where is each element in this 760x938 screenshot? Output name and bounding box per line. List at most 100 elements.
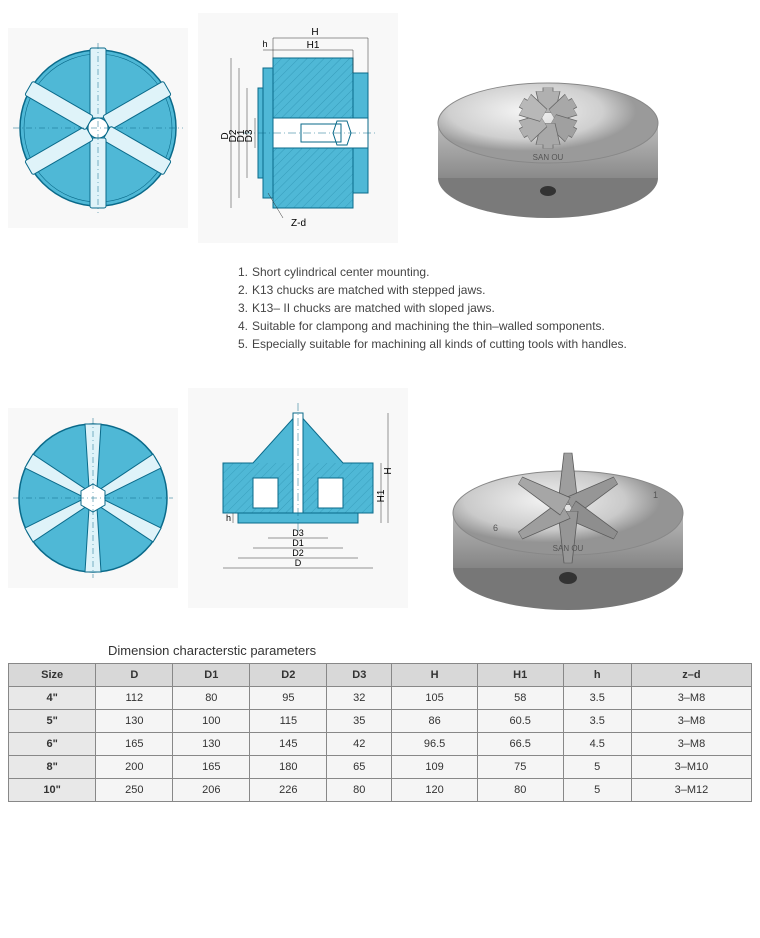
table-cell: 250 xyxy=(96,779,173,802)
table-row: 10"250206226801208053–M12 xyxy=(9,779,752,802)
table-cell: 95 xyxy=(250,687,327,710)
front-view-sloped-svg xyxy=(13,418,173,578)
table-title: Dimension characterstic parameters xyxy=(108,643,752,658)
table-cell: 5 xyxy=(563,779,631,802)
table-header-cell: D1 xyxy=(173,664,250,687)
table-header-cell: H1 xyxy=(477,664,563,687)
dim-H1: H1 xyxy=(307,40,320,51)
feature-5-text: Especially suitable for machining all ki… xyxy=(252,335,627,353)
parameters-table: SizeDD1D2D3HH1hz–d 4"112809532105583.53–… xyxy=(8,663,752,802)
table-cell: 100 xyxy=(173,710,250,733)
dim-h: h xyxy=(262,39,267,49)
dim-D1-2: D1 xyxy=(292,538,304,548)
dim-h-2: h xyxy=(226,513,231,523)
table-cell: 145 xyxy=(250,733,327,756)
photo-sloped-svg: 1 6 SAN OU xyxy=(423,373,713,623)
product-photo-stepped: SAN OU xyxy=(408,8,688,248)
table-row: 8"200165180651097553–M10 xyxy=(9,756,752,779)
diagram-front-sloped xyxy=(8,408,178,588)
dim-D3-2: D3 xyxy=(292,528,304,538)
section-stepped-svg: H H1 h D D2 D1 D3 Z-d xyxy=(203,18,393,238)
front-view-stepped-svg xyxy=(13,43,183,213)
table-cell: 115 xyxy=(250,710,327,733)
table-cell: 112 xyxy=(96,687,173,710)
table-cell: 130 xyxy=(173,733,250,756)
feature-5: 5.Especially suitable for machining all … xyxy=(238,335,752,353)
table-cell: 5" xyxy=(9,710,96,733)
table-cell: 66.5 xyxy=(477,733,563,756)
dim-D2-2: D2 xyxy=(292,548,304,558)
table-cell: 4" xyxy=(9,687,96,710)
table-cell: 75 xyxy=(477,756,563,779)
diagram-section-sloped: H H1 h D3 D1 D2 D xyxy=(188,388,408,608)
table-cell: 96.5 xyxy=(392,733,478,756)
table-cell: 65 xyxy=(327,756,392,779)
table-header-cell: D3 xyxy=(327,664,392,687)
dim-H1-2: H1 xyxy=(376,489,387,502)
feature-2: 2.K13 chucks are matched with stepped ja… xyxy=(238,281,752,299)
table-cell: 180 xyxy=(250,756,327,779)
diagram-row-sloped: H H1 h D3 D1 D2 D xyxy=(8,368,752,628)
product-photo-sloped: 1 6 SAN OU xyxy=(418,368,718,628)
table-cell: 10" xyxy=(9,779,96,802)
table-cell: 3–M12 xyxy=(631,779,751,802)
table-cell: 165 xyxy=(96,733,173,756)
section-sloped-svg: H H1 h D3 D1 D2 D xyxy=(193,393,403,603)
svg-text:1: 1 xyxy=(653,490,658,500)
diagram-row-stepped: H H1 h D D2 D1 D3 Z-d xyxy=(8,8,752,248)
table-cell: 80 xyxy=(173,687,250,710)
table-cell: 5 xyxy=(563,756,631,779)
table-cell: 3–M10 xyxy=(631,756,751,779)
feature-1-text: Short cylindrical center mounting. xyxy=(252,263,429,281)
dim-Zd: Z-d xyxy=(291,218,306,229)
table-cell: 86 xyxy=(392,710,478,733)
table-cell: 3.5 xyxy=(563,687,631,710)
table-cell: 3.5 xyxy=(563,710,631,733)
feature-1: 1.Short cylindrical center mounting. xyxy=(238,263,752,281)
dim-D-2: D xyxy=(295,558,302,568)
svg-text:6: 6 xyxy=(493,523,498,533)
feature-2-text: K13 chucks are matched with stepped jaws… xyxy=(252,281,485,299)
table-cell: 105 xyxy=(392,687,478,710)
table-row: 5"130100115358660.53.53–M8 xyxy=(9,710,752,733)
table-cell: 3–M8 xyxy=(631,733,751,756)
table-header-cell: H xyxy=(392,664,478,687)
table-header-cell: h xyxy=(563,664,631,687)
feature-3: 3.K13– II chucks are matched with sloped… xyxy=(238,299,752,317)
table-cell: 80 xyxy=(477,779,563,802)
table-cell: 130 xyxy=(96,710,173,733)
table-cell: 120 xyxy=(392,779,478,802)
dim-D3: D3 xyxy=(244,129,255,142)
table-header-row: SizeDD1D2D3HH1hz–d xyxy=(9,664,752,687)
table-cell: 32 xyxy=(327,687,392,710)
table-header-cell: z–d xyxy=(631,664,751,687)
feature-list: 1.Short cylindrical center mounting. 2.K… xyxy=(238,263,752,353)
photo-brand-2: SAN OU xyxy=(553,544,584,553)
table-cell: 200 xyxy=(96,756,173,779)
table-cell: 206 xyxy=(173,779,250,802)
table-cell: 6" xyxy=(9,733,96,756)
table-cell: 80 xyxy=(327,779,392,802)
table-row: 4"112809532105583.53–M8 xyxy=(9,687,752,710)
table-cell: 165 xyxy=(173,756,250,779)
photo-stepped-svg: SAN OU xyxy=(413,13,683,243)
table-header-cell: Size xyxy=(9,664,96,687)
table-cell: 4.5 xyxy=(563,733,631,756)
table-cell: 226 xyxy=(250,779,327,802)
dim-H-2: H xyxy=(383,467,394,474)
table-cell: 8" xyxy=(9,756,96,779)
diagram-section-stepped: H H1 h D D2 D1 D3 Z-d xyxy=(198,13,398,243)
table-cell: 3–M8 xyxy=(631,710,751,733)
feature-3-text: K13– II chucks are matched with sloped j… xyxy=(252,299,495,317)
table-cell: 58 xyxy=(477,687,563,710)
table-row: 6"1651301454296.566.54.53–M8 xyxy=(9,733,752,756)
table-header-cell: D xyxy=(96,664,173,687)
table-cell: 3–M8 xyxy=(631,687,751,710)
table-cell: 60.5 xyxy=(477,710,563,733)
diagram-front-stepped xyxy=(8,28,188,228)
photo-brand: SAN OU xyxy=(533,153,564,162)
dim-H: H xyxy=(311,27,318,38)
feature-4: 4.Suitable for clampong and machining th… xyxy=(238,317,752,335)
feature-4-text: Suitable for clampong and machining the … xyxy=(252,317,605,335)
table-header-cell: D2 xyxy=(250,664,327,687)
